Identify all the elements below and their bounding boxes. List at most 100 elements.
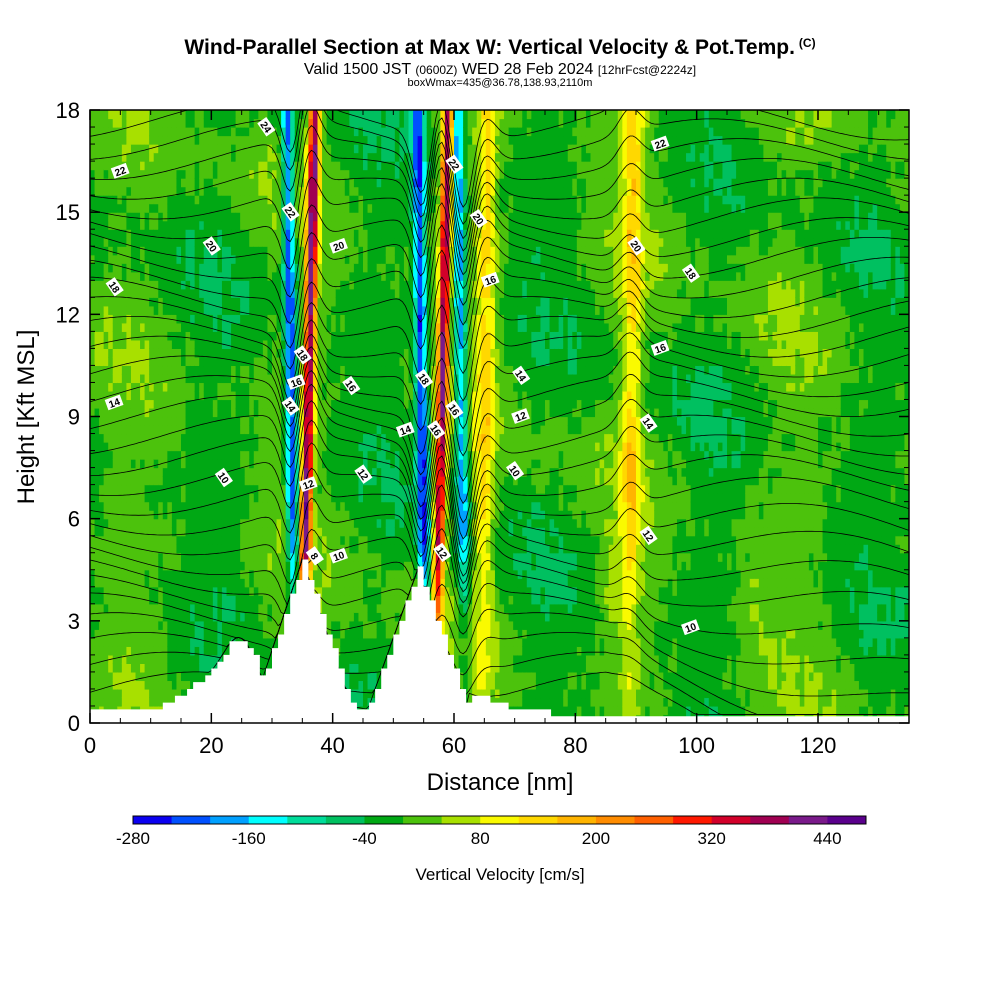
velocity-cell [181,493,187,503]
velocity-cell [394,288,400,298]
velocity-cell [372,127,378,137]
velocity-cell [322,161,328,171]
velocity-cell [349,314,355,324]
velocity-cell [367,118,373,128]
velocity-cell [217,390,223,401]
velocity-cell [308,127,314,137]
velocity-cell [171,356,178,367]
velocity-cell [190,450,196,460]
velocity-cell [126,118,132,128]
velocity-cell [258,476,264,486]
velocity-cell [199,305,205,315]
velocity-cell [353,373,360,384]
velocity-cell [281,535,287,545]
velocity-cell [203,629,209,639]
velocity-cell [130,118,137,128]
velocity-cell [99,518,105,528]
velocity-cell [244,237,250,247]
velocity-cell [108,637,114,647]
velocity-cell [171,450,178,460]
velocity-cell [108,271,114,281]
velocity-cell [335,203,341,213]
velocity-cell [130,629,137,639]
velocity-cell [276,535,282,545]
velocity-cell [203,484,209,494]
velocity-cell [208,535,214,545]
velocity-cell [140,510,146,520]
velocity-cell [267,493,273,503]
velocity-cell [262,382,269,392]
velocity-cell [358,373,364,384]
velocity-cell [376,544,382,554]
velocity-cell [276,161,282,171]
velocity-cell [162,365,168,375]
velocity-cell [121,493,127,503]
velocity-cell [358,671,364,682]
velocity-cell [363,382,369,392]
velocity-cell [363,288,369,298]
velocity-cell [190,407,196,418]
velocity-cell [112,127,118,137]
velocity-cell [90,186,96,196]
velocity-cell [108,535,114,545]
velocity-cell [272,620,278,630]
velocity-cell [367,518,373,528]
velocity-cell [217,416,223,426]
velocity-cell [126,407,132,418]
velocity-cell [358,544,364,554]
velocity-cell [376,433,382,443]
velocity-cell [208,297,214,307]
velocity-cell [199,459,205,469]
velocity-cell [367,603,373,613]
velocity-cell [108,365,114,375]
velocity-cell [194,186,200,196]
velocity-cell [290,237,296,247]
velocity-cell [240,629,246,639]
velocity-cell [249,510,255,520]
velocity-cell [258,169,264,179]
velocity-cell [217,501,223,511]
velocity-cell [94,544,100,554]
velocity-cell [390,544,396,554]
velocity-cell [130,425,137,435]
velocity-cell [226,484,232,494]
velocity-cell [208,646,214,656]
velocity-cell [190,493,196,503]
velocity-cell [367,339,373,349]
velocity-cell [90,271,96,281]
velocity-cell [358,161,364,171]
velocity-cell [226,229,232,239]
velocity-cell [253,127,259,137]
velocity-cell [381,254,387,264]
velocity-cell [390,646,396,656]
velocity-cell [221,484,228,494]
velocity-cell [399,263,405,273]
velocity-cell [294,467,300,477]
velocity-cell [262,527,269,537]
velocity-cell [158,442,164,452]
velocity-cell [167,450,173,460]
velocity-cell [103,314,109,324]
velocity-cell [208,305,214,315]
velocity-cell [94,220,100,230]
velocity-cell [203,127,209,137]
velocity-cell [121,280,127,290]
velocity-cell [140,501,146,511]
velocity-cell [349,680,355,690]
velocity-cell [276,382,282,392]
velocity-cell [103,569,109,579]
velocity-cell [108,586,114,596]
velocity-cell [290,152,296,162]
velocity-cell [126,552,132,562]
velocity-cell [381,271,387,281]
velocity-cell [290,416,296,426]
velocity-cell [162,501,168,511]
velocity-cell [262,442,269,452]
velocity-cell [103,254,109,264]
velocity-cell [181,288,187,298]
velocity-cell [171,161,178,171]
velocity-cell [276,629,282,639]
velocity-cell [99,110,105,120]
velocity-cell [235,518,241,528]
velocity-cell [108,552,114,562]
